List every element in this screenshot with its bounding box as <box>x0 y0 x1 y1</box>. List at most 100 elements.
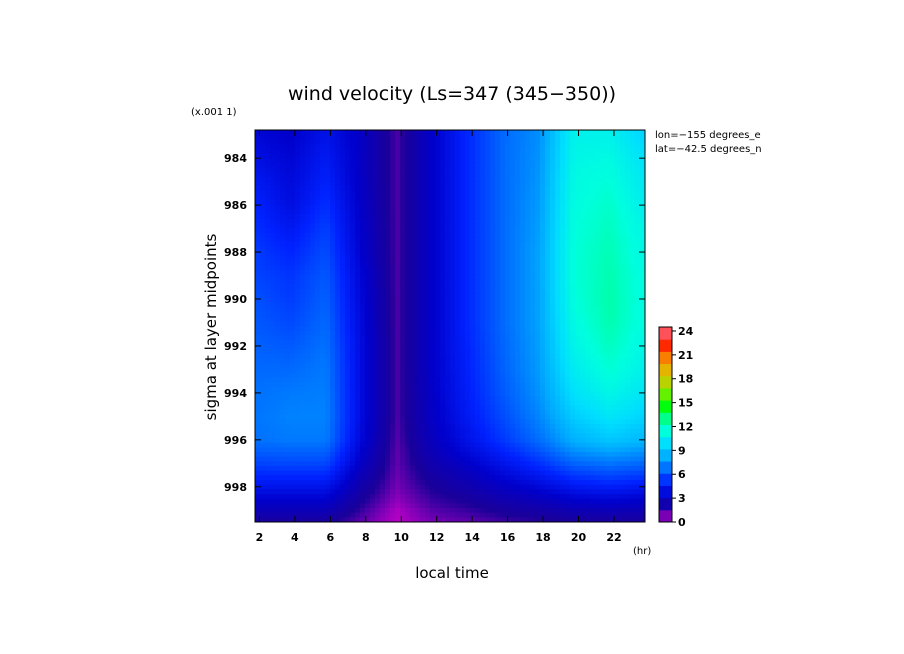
heatmap-cell <box>510 326 516 332</box>
heatmap-cell <box>555 148 561 154</box>
heatmap-cell <box>360 405 366 411</box>
heatmap-cell <box>640 242 645 248</box>
heatmap-cell <box>550 274 556 280</box>
heatmap-cell <box>460 246 466 252</box>
heatmap-cell <box>330 302 336 308</box>
heatmap-cell <box>610 162 616 168</box>
heatmap-cell <box>310 344 316 350</box>
heatmap-cell <box>505 195 511 201</box>
heatmap-cell <box>560 223 566 229</box>
heatmap-cell <box>590 382 596 388</box>
heatmap-cell <box>280 410 286 416</box>
heatmap-cell <box>350 344 356 350</box>
heatmap-cell <box>455 172 461 178</box>
heatmap-cell <box>370 321 376 327</box>
heatmap-cell <box>470 400 476 406</box>
heatmap-cell <box>505 307 511 313</box>
heatmap-cell <box>480 176 486 182</box>
heatmap-cell <box>360 172 366 178</box>
heatmap-cell <box>355 410 361 416</box>
heatmap-cell <box>430 246 436 252</box>
heatmap-cell <box>550 321 556 327</box>
heatmap-cell <box>390 181 396 187</box>
heatmap-cell <box>610 270 616 276</box>
heatmap-cell <box>470 372 476 378</box>
heatmap-cell <box>375 307 381 313</box>
heatmap-cell <box>500 148 506 154</box>
heatmap-cell <box>350 223 356 229</box>
heatmap-cell <box>495 242 501 248</box>
heatmap-cell <box>315 340 321 346</box>
heatmap-cell <box>355 358 361 364</box>
heatmap-cell <box>330 130 336 136</box>
heatmap-cell <box>335 158 341 164</box>
heatmap-cell <box>365 200 371 206</box>
heatmap-cell <box>385 246 391 252</box>
heatmap-cell <box>590 344 596 350</box>
heatmap-cell <box>630 246 636 252</box>
heatmap-cell <box>640 344 645 350</box>
heatmap-cell <box>635 316 641 322</box>
heatmap-cell <box>420 167 426 173</box>
heatmap-cell <box>315 256 321 262</box>
heatmap-cell <box>615 270 621 276</box>
heatmap-cell <box>605 410 611 416</box>
heatmap-cell <box>400 326 406 332</box>
heatmap-cell <box>550 414 556 420</box>
heatmap-cell <box>385 400 391 406</box>
heatmap-cell <box>500 190 506 196</box>
heatmap-cell <box>325 307 331 313</box>
heatmap-cell <box>490 130 496 136</box>
heatmap-cell <box>565 186 571 192</box>
heatmap-cell <box>450 293 456 299</box>
heatmap-cell <box>620 335 626 341</box>
heatmap-cell <box>530 223 536 229</box>
heatmap-cell <box>365 130 371 136</box>
heatmap-cell <box>555 312 561 318</box>
heatmap-cell <box>455 181 461 187</box>
heatmap-cell <box>520 190 526 196</box>
heatmap-cell <box>540 274 546 280</box>
heatmap-cell <box>475 158 481 164</box>
heatmap-cell <box>300 256 306 262</box>
heatmap-cell <box>375 349 381 355</box>
heatmap-cell <box>400 284 406 290</box>
heatmap-cell <box>315 148 321 154</box>
heatmap-cell <box>415 284 421 290</box>
heatmap-cell <box>530 354 536 360</box>
heatmap-cell <box>505 419 511 425</box>
heatmap-cell <box>540 400 546 406</box>
heatmap-cell <box>350 172 356 178</box>
heatmap-cell <box>620 363 626 369</box>
heatmap-cell <box>405 209 411 215</box>
heatmap-cell <box>355 349 361 355</box>
heatmap-cell <box>575 419 581 425</box>
heatmap-cell <box>380 372 386 378</box>
heatmap-cell <box>495 358 501 364</box>
heatmap-cell <box>410 382 416 388</box>
heatmap-cell <box>315 326 321 332</box>
heatmap-cell <box>560 414 566 420</box>
heatmap-cell <box>460 158 466 164</box>
heatmap-cell <box>515 167 521 173</box>
heatmap-cell <box>495 377 501 383</box>
heatmap-cell <box>285 228 291 234</box>
heatmap-cell <box>615 214 621 220</box>
heatmap-cell <box>600 204 606 210</box>
heatmap-cell <box>305 204 311 210</box>
heatmap-cell <box>540 410 546 416</box>
heatmap-cell <box>600 419 606 425</box>
heatmap-cell <box>560 405 566 411</box>
heatmap-cell <box>400 181 406 187</box>
heatmap-cell <box>485 218 491 224</box>
heatmap-cell <box>585 130 591 136</box>
heatmap-cell <box>365 214 371 220</box>
heatmap-cell <box>505 386 511 392</box>
heatmap-cell <box>370 158 376 164</box>
heatmap-cell <box>285 326 291 332</box>
heatmap-cell <box>365 176 371 182</box>
heatmap-cell <box>480 172 486 178</box>
heatmap-cell <box>630 223 636 229</box>
heatmap-cell <box>440 386 446 392</box>
heatmap-cell <box>635 270 641 276</box>
